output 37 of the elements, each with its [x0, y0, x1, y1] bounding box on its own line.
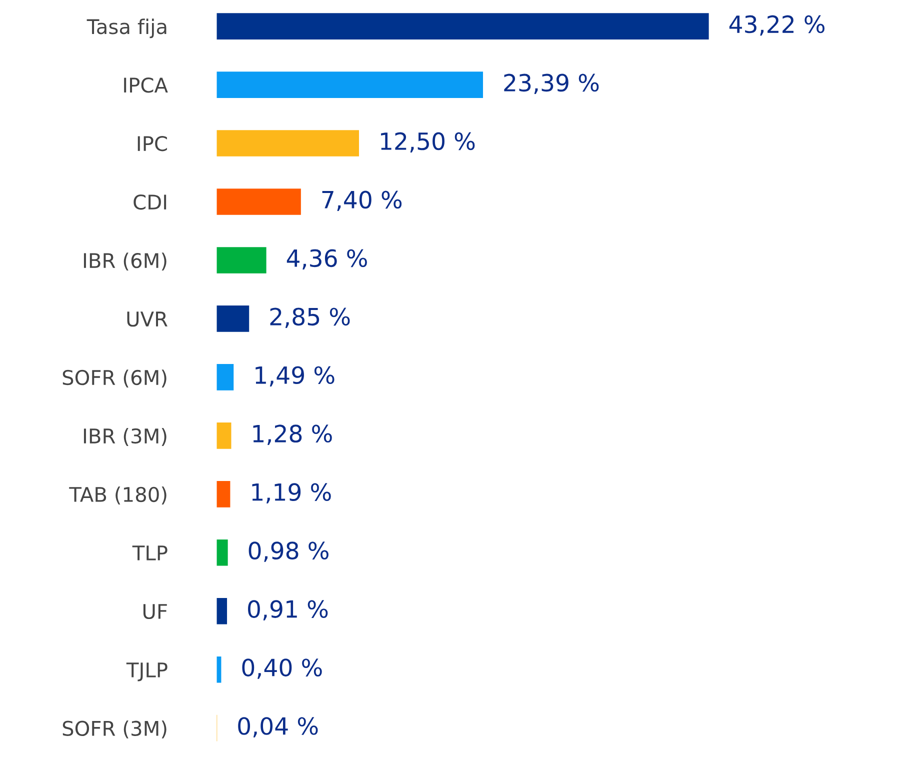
bar: [216, 188, 301, 215]
bar: [216, 539, 228, 566]
y-tick-label: IPC: [138, 136, 167, 152]
y-tick-label: IBR (6M): [84, 252, 166, 271]
y-tick-label: Tasa fija: [86, 18, 166, 38]
bar: [216, 72, 484, 98]
bar: [216, 247, 266, 274]
data-label: 0,91 %: [248, 600, 328, 620]
data-label: 1,28 %: [253, 424, 332, 445]
y-tick-label: IPCA: [124, 78, 168, 93]
data-label: 0,40 %: [242, 658, 322, 679]
y-tick-label: UVR: [127, 312, 168, 327]
y-tick-label: TLP: [132, 546, 168, 560]
y-tick-label: TJLP: [126, 662, 168, 682]
data-label: 1,19 %: [252, 483, 331, 504]
y-tick-label: IBR (3M): [84, 428, 166, 446]
bar: [216, 364, 234, 390]
bar: [216, 481, 230, 508]
y-tick-label: SOFR (3M): [62, 720, 166, 738]
data-label: 1,49 %: [256, 366, 334, 386]
y-tick-label: UF: [143, 604, 167, 620]
data-label: 4,36 %: [286, 249, 367, 270]
data-label: 2,85 %: [270, 308, 350, 328]
data-label: 23,39 %: [504, 74, 599, 94]
data-label: 0,04 %: [238, 717, 318, 738]
bar: [216, 130, 359, 156]
data-label: 43,22 %: [729, 15, 824, 36]
y-tick-label: SOFR (6M): [62, 370, 166, 388]
bar: [216, 598, 228, 624]
data-label: 7,40 %: [322, 190, 402, 212]
y-tick-label: CDI: [134, 194, 166, 210]
data-label: 12,50 %: [381, 132, 475, 153]
bar: [216, 306, 250, 332]
bar: [216, 13, 709, 40]
bar: [216, 422, 232, 449]
data-label: 0,98 %: [248, 542, 328, 562]
y-tick-label: TAB (180): [69, 486, 166, 504]
